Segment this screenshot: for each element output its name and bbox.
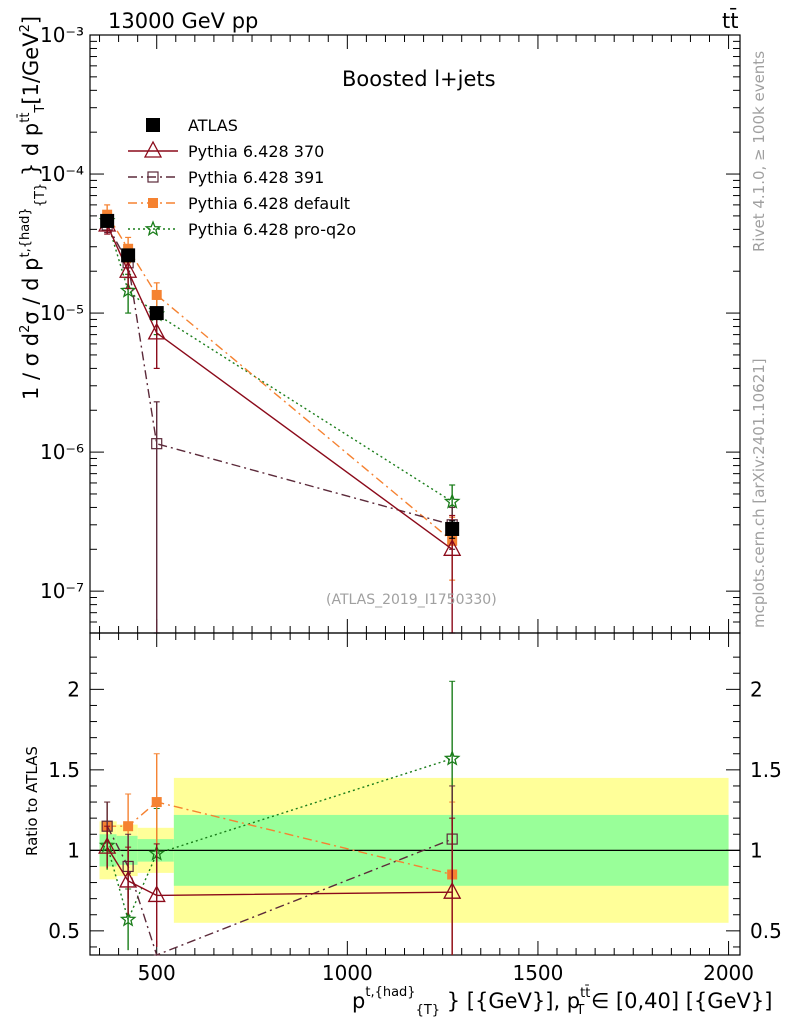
series-line — [106, 220, 453, 503]
ratio-point — [119, 910, 137, 927]
legend-label: Pythia 6.428 391 — [188, 168, 324, 187]
main-panel: 10⁻⁷ 10⁻⁶ 10⁻⁵ 10⁻⁴ 10⁻³ Boosted l+jets (ATL… — [18, 16, 741, 634]
ratio-y-tick-label: 0.5 — [48, 919, 80, 943]
ratio-series-0 — [98, 817, 462, 955]
legend-marker — [143, 140, 163, 158]
ratio-ticks: 0.5 0.5 1 1 1.5 1.5 2 2 500 1000 1500 2000 — [48, 633, 782, 985]
ratio-series — [98, 680, 462, 956]
svg-text:pt,{had}{T} } [{GeV}], ptt̄T ∈: pt,{had}{T} } [{GeV}], ptt̄ T ∈ [0,40] [{… — [352, 985, 772, 1018]
ratio-y-tick-label-right: 0.5 — [750, 919, 782, 943]
ratio-point — [147, 885, 166, 903]
legend-marker — [147, 171, 159, 183]
main-title: Boosted l+jets — [342, 67, 496, 91]
legend-label: Pythia 6.428 370 — [188, 142, 324, 161]
ratio-frame — [89, 632, 741, 956]
legend-marker — [144, 220, 162, 237]
data-point — [149, 306, 164, 321]
ratio-y-tick-label: 1.5 — [48, 758, 80, 782]
ratio-point — [119, 870, 138, 888]
legend-label: Pythia 6.428 pro-q2o — [188, 220, 356, 239]
x-tick-label: 2000 — [703, 961, 754, 985]
main-y-tick-label: 10⁻⁴ — [40, 162, 84, 186]
data-point — [445, 521, 460, 536]
ratio-point — [123, 821, 134, 832]
x-tick-label: 1500 — [512, 961, 563, 985]
x-axis-label: pt,{had}{T} } [{GeV}], ptt̄ T ∈ [0,40] [{… — [352, 985, 772, 1018]
series-line — [106, 224, 453, 526]
legend-marker — [146, 118, 160, 132]
legend-label: Pythia 6.428 default — [188, 194, 350, 213]
main-y-tick-label: 10⁻⁷ — [40, 579, 84, 603]
legend-label: ATLAS — [188, 116, 238, 135]
data-point — [151, 289, 162, 300]
ratio-point — [151, 797, 162, 808]
series-2 — [101, 217, 458, 634]
data-point — [100, 213, 115, 228]
ratio-y-tick-label: 2 — [67, 677, 80, 701]
main-series — [98, 204, 462, 634]
main-y-tick-label: 10⁻³ — [40, 23, 84, 47]
ratio-point — [443, 749, 461, 766]
data-point — [151, 438, 163, 450]
mcplots-label: mcplots.cern.ch [arXiv:2401.10621] — [750, 358, 768, 628]
data-point — [443, 538, 462, 556]
svg-text:1 / σ d2σ / d pt,{had}{T} } d: 1 / σ d2σ / d pt,{had}{T} } d ptt̄T[1/Ge… — [18, 16, 48, 400]
ratio-y-tick-label-right: 1.5 — [750, 758, 782, 782]
ratio-uncertainty-bands — [90, 777, 740, 923]
ratio-y-label: Ratio to ATLAS — [23, 746, 41, 856]
ratio-point — [443, 881, 462, 899]
ratio-panel: 0.5 0.5 1 1 1.5 1.5 2 2 500 1000 1500 2000 Ratio to… — [23, 632, 782, 1018]
ratio-y-tick-label-right: 1 — [750, 838, 763, 862]
data-point — [119, 281, 137, 298]
series-line — [106, 224, 453, 550]
series-0 — [100, 213, 460, 539]
data-point — [119, 260, 138, 278]
ratio-point — [98, 836, 117, 854]
series-line — [106, 214, 453, 542]
main-y-ticks: 10⁻⁷ 10⁻⁶ 10⁻⁵ 10⁻⁴ 10⁻³ — [40, 23, 740, 634]
ratio-line — [106, 825, 453, 956]
main-y-tick-label: 10⁻⁵ — [40, 301, 84, 325]
main-y-tick-label: 10⁻⁶ — [40, 440, 84, 464]
legend: ATLAS Pythia 6.428 370 Pythia 6.428 391 Pyt… — [128, 116, 356, 239]
main-y-label: 1 / σ d2σ / d pt,{had}{T} } d ptt̄T[1/Ge… — [18, 16, 48, 400]
reference-label: (ATLAS_2019_I1750330) — [326, 592, 497, 608]
x-tick-label: 1000 — [322, 961, 373, 985]
x-tick-label: 500 — [138, 961, 176, 985]
ratio-line — [106, 846, 453, 897]
data-point — [147, 322, 166, 340]
data-point — [443, 492, 461, 509]
header-right: tt̄ — [722, 8, 738, 33]
series-1 — [98, 214, 462, 634]
legend-marker — [148, 198, 158, 208]
ratio-y-tick-label: 1 — [67, 838, 80, 862]
rivet-label: Rivet 4.1.0, ≥ 100k events — [750, 51, 768, 252]
data-point — [121, 248, 136, 263]
ratio-y-tick-label-right: 2 — [750, 677, 763, 701]
ratio-line — [107, 801, 453, 876]
header-left: 13000 GeV pp — [108, 9, 258, 33]
